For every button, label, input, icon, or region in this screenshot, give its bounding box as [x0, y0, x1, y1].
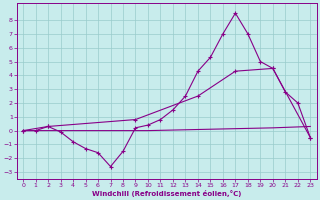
X-axis label: Windchill (Refroidissement éolien,°C): Windchill (Refroidissement éolien,°C): [92, 190, 241, 197]
